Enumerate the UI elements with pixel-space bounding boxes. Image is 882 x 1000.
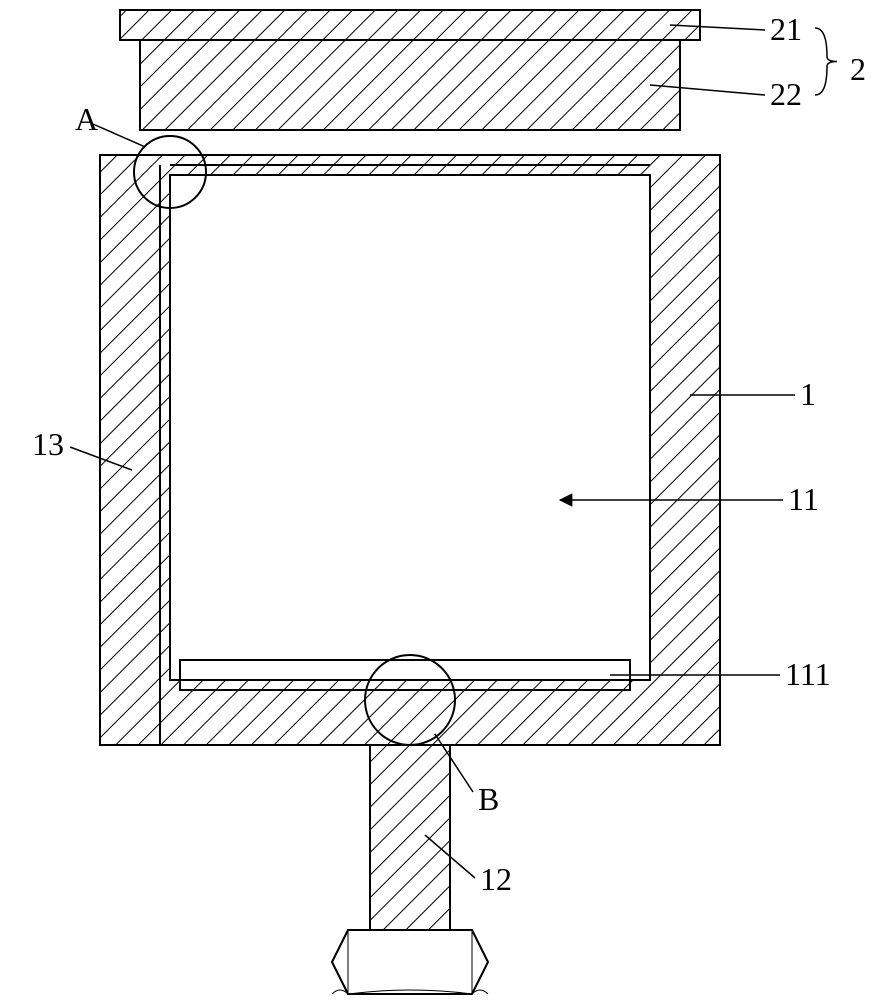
label-12: 12 <box>480 861 512 897</box>
label-2: 2 <box>850 51 866 87</box>
label-1: 1 <box>800 376 816 412</box>
leader-line <box>93 124 145 147</box>
label-11: 11 <box>788 481 819 517</box>
hex-nut <box>332 930 488 994</box>
brace-2 <box>815 28 837 95</box>
label-22: 22 <box>770 76 802 112</box>
label-111: 111 <box>785 656 831 692</box>
label-13: 13 <box>32 426 64 462</box>
main-body <box>100 155 720 745</box>
label-21: 21 <box>770 11 802 47</box>
stem <box>370 745 450 930</box>
top-block <box>140 40 680 130</box>
label-B: B <box>478 781 499 817</box>
top-cap <box>120 10 700 40</box>
label-A: A <box>75 101 98 137</box>
